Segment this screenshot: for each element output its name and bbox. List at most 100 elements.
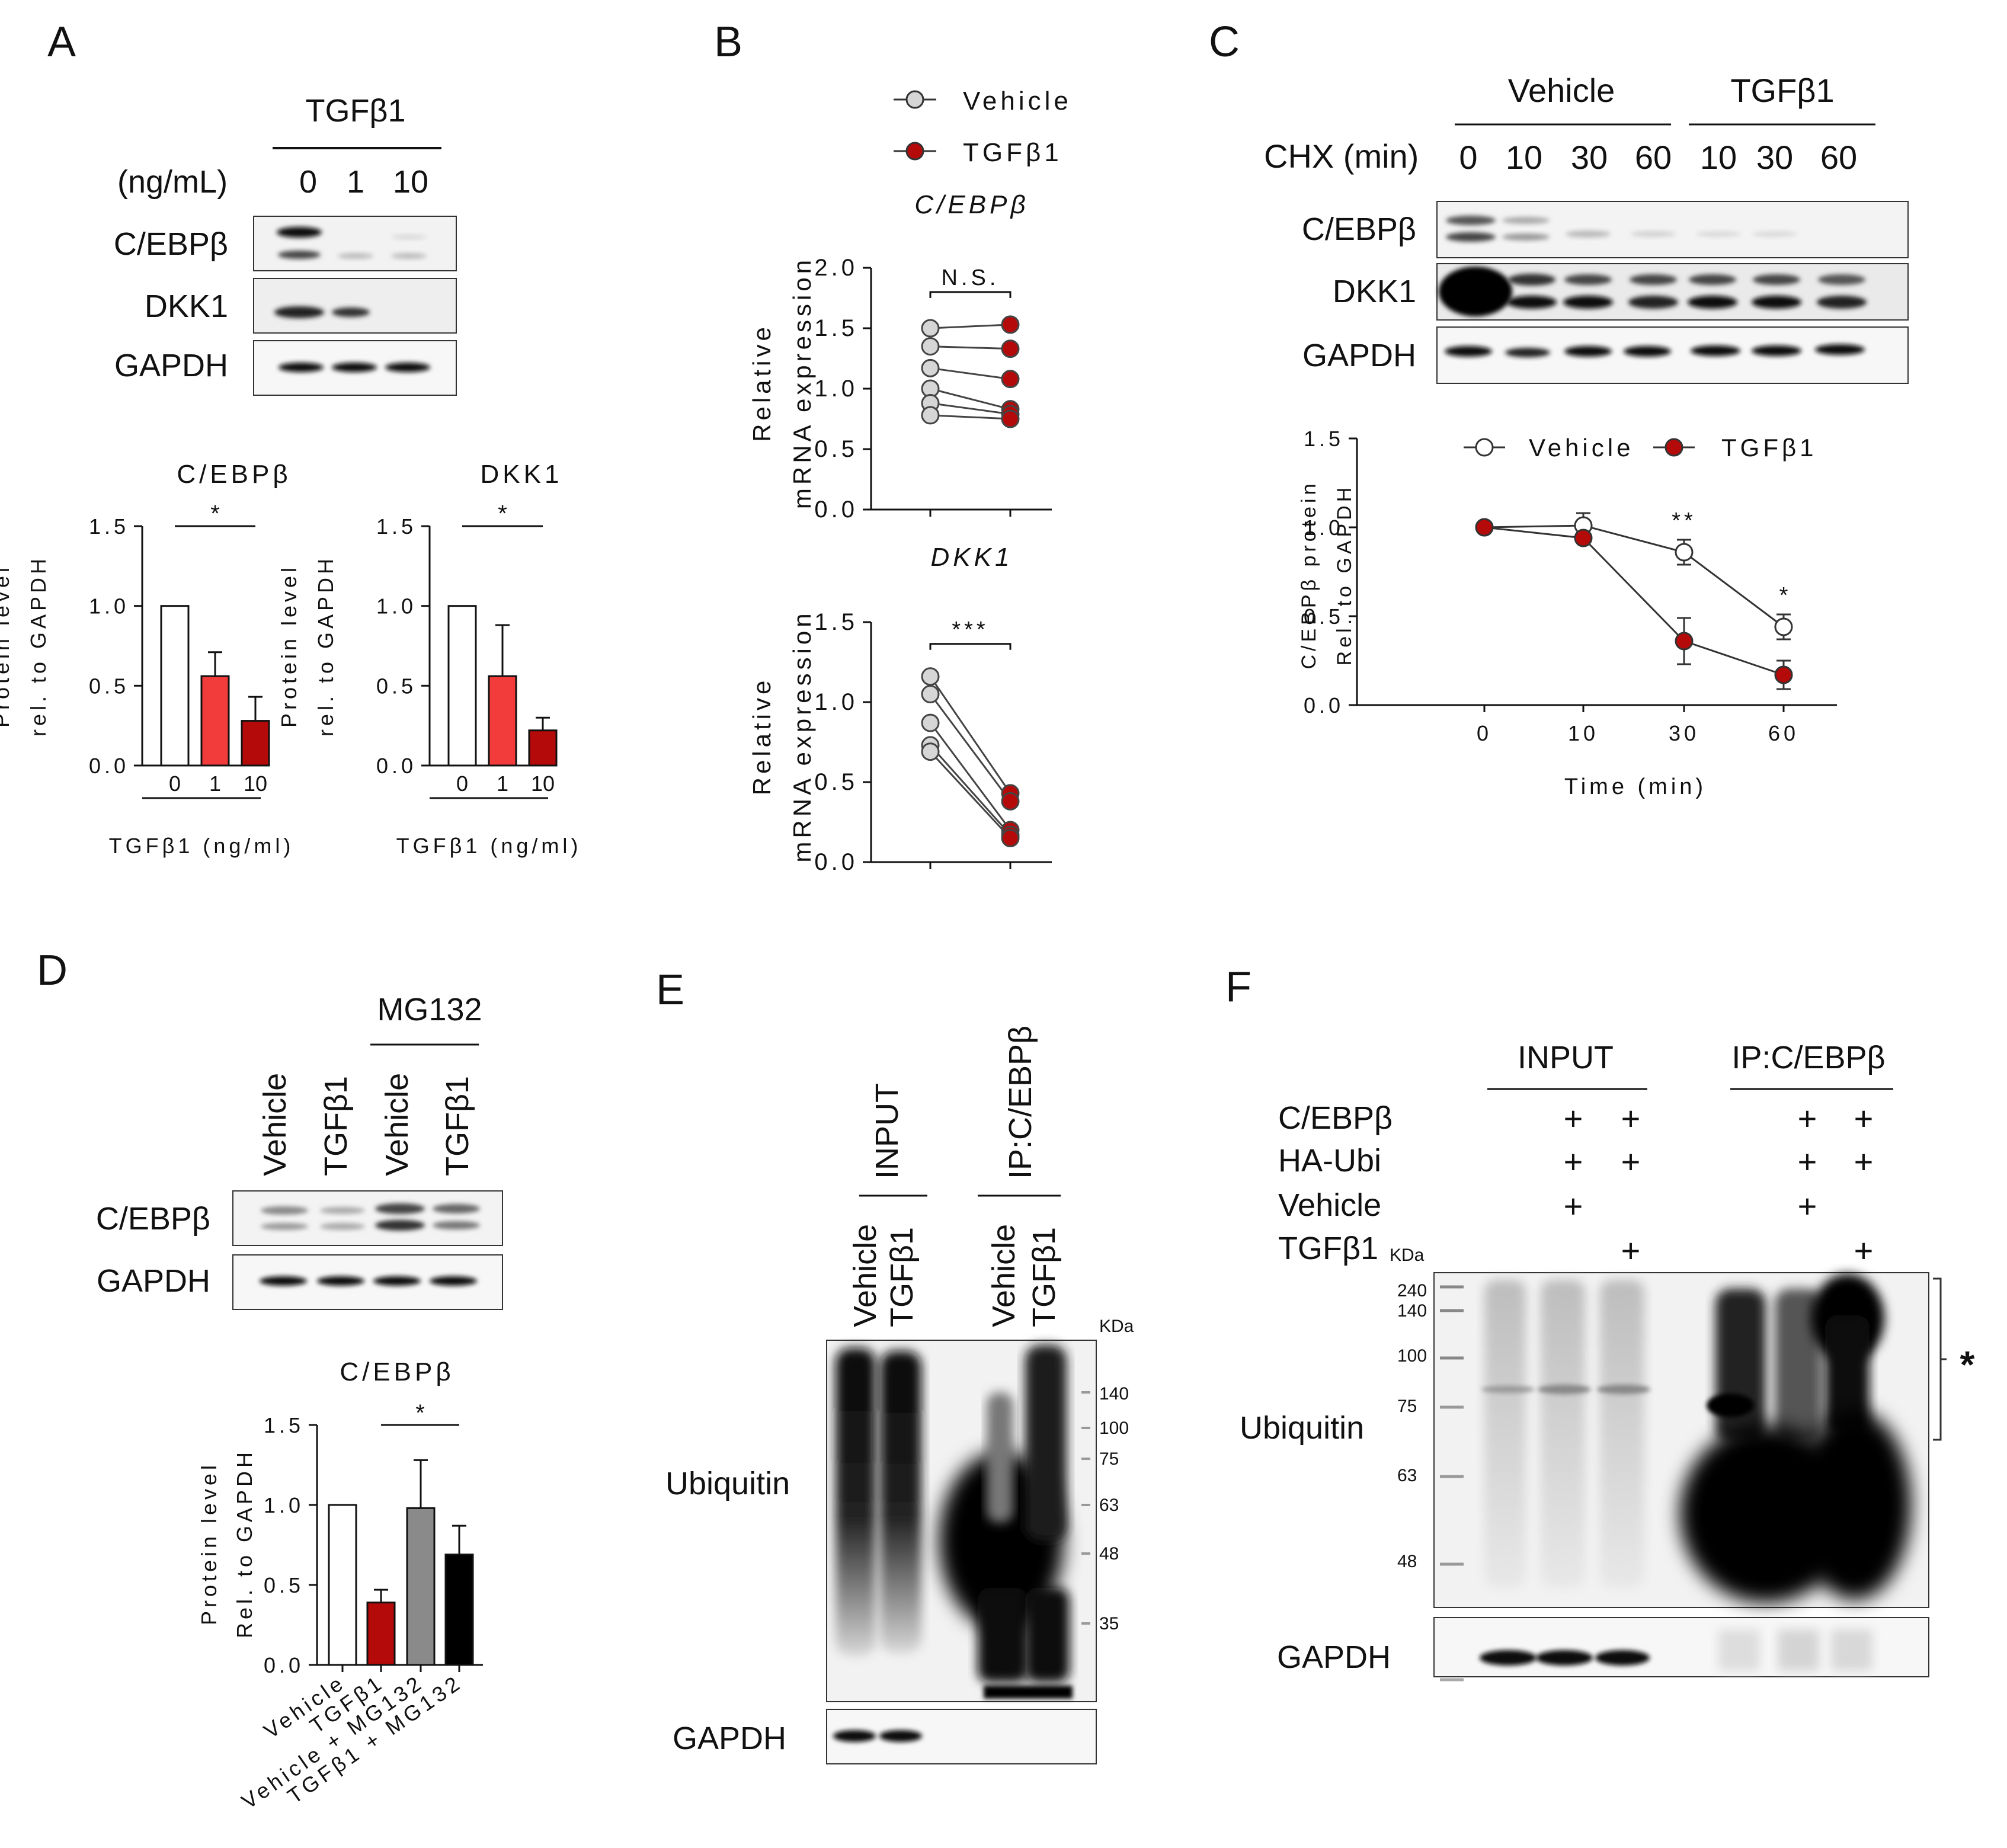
blot-label-gapdh: GAPDH: [114, 348, 228, 383]
y-tick-label: 0.0: [814, 497, 858, 523]
bar: [241, 720, 270, 767]
y-axis-label: Relative: [748, 324, 776, 442]
point-vehicle: [921, 319, 940, 338]
y-tick-label: 1.5: [89, 514, 129, 539]
blot-label-cebpb: C/EBPβ: [114, 226, 228, 262]
marker-label: 63: [1099, 1495, 1119, 1515]
y-tick-label: 1.0: [376, 594, 417, 619]
bar: [200, 675, 230, 767]
sig-label: *: [498, 501, 507, 527]
blot-cebpb: [1436, 201, 1909, 258]
row-label: TGFβ1: [1278, 1231, 1378, 1266]
chart-title: C/EBPβ: [914, 190, 1029, 219]
lane-label: TGFβ1: [1026, 1227, 1062, 1327]
y-tick-label: 0.5: [264, 1573, 304, 1597]
lane-label: 30: [1571, 139, 1608, 176]
lane-label: 10: [1700, 139, 1737, 176]
y-axis-label: C/EBPβ protein: [1298, 481, 1320, 670]
point-vehicle: [921, 358, 940, 377]
x-axis-label: TGFβ1 (ng/ml): [396, 834, 582, 858]
conc-label: (ng/mL): [117, 164, 228, 200]
plus-mark: +: [1621, 1100, 1641, 1137]
panel-d: D MG132 Vehicle TGFβ1 Vehicle TGFβ1 C/EB…: [37, 947, 503, 1814]
x-tick-label: 10: [244, 771, 267, 796]
plus-mark: +: [1854, 1143, 1874, 1180]
chart-title: C/EBPβ: [177, 460, 291, 489]
point-tgfb1: [1001, 340, 1020, 358]
lane-label: 60: [1635, 139, 1672, 176]
plus-mark: +: [1798, 1187, 1817, 1225]
x-tick-label: 0: [456, 771, 468, 796]
y-tick-label: 0.0: [89, 754, 129, 778]
y-tick-label: 1.0: [264, 1493, 304, 1517]
point-vehicle: [921, 406, 940, 425]
sig-label: ***: [952, 617, 988, 642]
y-tick-label: 1.0: [814, 376, 858, 402]
y-tick-label: 1.0: [1304, 515, 1344, 540]
bracket: [1933, 1277, 1942, 1441]
plus-mark: +: [1621, 1232, 1641, 1269]
x-axis-label: TGFβ1 (ng/ml): [109, 834, 295, 858]
group-label: IP:C/EBPβ: [1003, 1026, 1038, 1179]
x-tick-label: 60: [1768, 721, 1799, 745]
bar: [528, 729, 558, 767]
chart-b-cebpb: C/EBPβ 0.0 0.5 1.0 1.5 2.0 Relative mRNA expres…: [748, 190, 1052, 523]
chx-label: CHX (min): [1264, 137, 1419, 175]
chart-a-dkk1: DKK1 0.0 0.5 1.0 1.5 Protein level rel. to GAP…: [277, 460, 582, 858]
bar: [488, 675, 517, 767]
row-label: Vehicle: [1278, 1187, 1381, 1223]
row-label: C/EBPβ: [1278, 1100, 1393, 1136]
plus-mark: +: [1798, 1143, 1817, 1180]
chart-d-cebpb: C/EBPβ 0.0 0.5 1.0 1.5 Protein level Rel. to G…: [197, 1357, 483, 1814]
marker-label: 140: [1099, 1384, 1129, 1404]
legend-label: TGFβ1: [1721, 434, 1817, 462]
blot-label-gapdh: GAPDH: [97, 1263, 210, 1299]
point-tgfb1: [1001, 829, 1020, 847]
blot-label-gapdh: GAPDH: [1277, 1639, 1391, 1675]
x-tick-label: 0: [1477, 721, 1492, 745]
legend-marker-vehicle: [905, 90, 924, 109]
x-tick-label: 1: [497, 771, 508, 796]
blot-gapdh: [232, 1254, 503, 1310]
marker-label: 63: [1397, 1466, 1417, 1485]
pair-line: [929, 675, 1011, 794]
sig-bracket: [929, 643, 1011, 650]
group-label: INPUT: [869, 1083, 905, 1179]
y-axis-label: Rel. to GAPDH: [1333, 484, 1356, 666]
chart-title: DKK1: [931, 543, 1013, 572]
lane-label: 30: [1756, 139, 1793, 176]
lane-label: TGFβ1: [318, 1076, 354, 1176]
point-tgfb1: [1574, 529, 1593, 547]
bar: [328, 1504, 357, 1666]
panel-f: F INPUT IP:C/EBPβ C/EBPβ HA-Ubi Vehicle …: [1225, 963, 1975, 1682]
blot-label-gapdh: GAPDH: [673, 1721, 786, 1756]
mg132-label: MG132: [377, 992, 482, 1027]
blot-label-cebpb: C/EBPβ: [1302, 212, 1416, 247]
bar: [406, 1507, 436, 1666]
point-tgfb1: [1675, 632, 1694, 651]
bar: [447, 605, 477, 767]
group-label: IP:C/EBPβ: [1731, 1040, 1885, 1075]
y-tick-label: 1.5: [1304, 427, 1344, 451]
y-axis-label: rel. to GAPDH: [313, 555, 338, 736]
lane-label: TGFβ1: [440, 1076, 475, 1176]
pair-line: [929, 751, 1011, 839]
y-axis-label: Relative: [748, 677, 776, 796]
panel-letter: D: [37, 947, 68, 994]
y-tick-label: 1.0: [89, 594, 129, 619]
y-tick-label: 0.5: [814, 436, 858, 462]
pair-line: [930, 414, 1011, 420]
panel-letter: B: [714, 18, 742, 66]
chart-title: C/EBPβ: [340, 1357, 454, 1386]
blot-label-cebpb: C/EBPβ: [96, 1201, 210, 1237]
y-tick-label: 1.5: [376, 514, 417, 539]
y-tick-label: 0.5: [89, 674, 129, 698]
point-vehicle: [921, 742, 940, 761]
series-line: [1484, 524, 1784, 628]
pair-line: [929, 744, 1011, 836]
y-axis-label: mRNA expression: [788, 610, 816, 862]
lane-label: Vehicle: [379, 1073, 415, 1176]
kda-label: KDa: [1390, 1245, 1425, 1265]
y-tick-label: 1.5: [814, 609, 858, 635]
y-tick-label: 0.0: [1304, 693, 1344, 718]
